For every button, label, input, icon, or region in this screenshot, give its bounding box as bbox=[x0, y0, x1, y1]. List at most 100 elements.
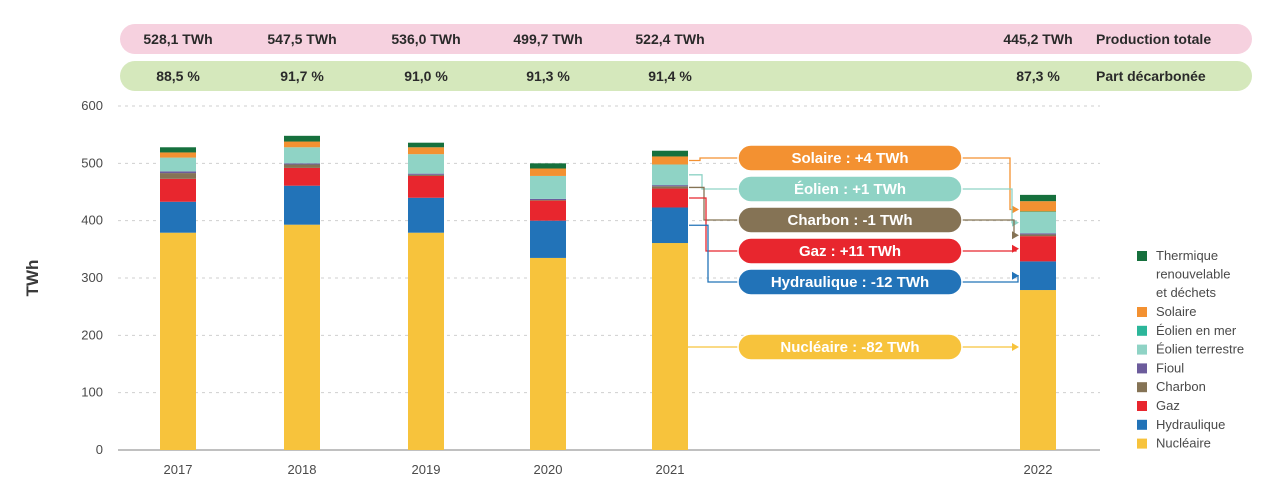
connector-line bbox=[689, 174, 738, 190]
bar-segment bbox=[530, 200, 566, 221]
y-tick-label: 400 bbox=[81, 213, 103, 228]
bar-segment bbox=[284, 167, 320, 186]
bar-segment bbox=[160, 201, 196, 233]
x-tick-label: 2020 bbox=[534, 462, 563, 477]
bar-segment bbox=[530, 175, 566, 199]
y-tick-label: 200 bbox=[81, 327, 103, 342]
bar-segment bbox=[160, 178, 196, 202]
bar-stack-2019 bbox=[408, 142, 444, 450]
y-axis-label: TWh bbox=[23, 260, 42, 297]
legend-swatch bbox=[1137, 438, 1147, 449]
annotation-pill bbox=[737, 144, 963, 172]
bar-segment bbox=[530, 200, 566, 201]
x-tick-label: 2017 bbox=[164, 462, 193, 477]
arrow-head bbox=[1012, 343, 1019, 351]
arrow-head bbox=[1012, 271, 1019, 280]
connector-line bbox=[962, 219, 1015, 236]
y-tick-label: 600 bbox=[81, 98, 103, 113]
bar-segment bbox=[408, 175, 444, 198]
arrow-head bbox=[1012, 205, 1019, 214]
bar-stack-2017 bbox=[160, 147, 196, 450]
legend-label: Thermique bbox=[1156, 248, 1218, 263]
bar-segment bbox=[652, 188, 688, 208]
annotation-pill bbox=[737, 175, 963, 203]
part-decarbonee-value: 88,5 % bbox=[156, 68, 200, 84]
bar-segment bbox=[160, 152, 196, 158]
x-tick-label: 2022 bbox=[1024, 462, 1053, 477]
bar-segment bbox=[1020, 236, 1056, 262]
bar-segment bbox=[408, 232, 444, 450]
y-tick-label: 500 bbox=[81, 155, 103, 170]
annotation-pill bbox=[737, 206, 963, 234]
production-totale-value: 499,7 TWh bbox=[513, 31, 582, 47]
annotation-pill bbox=[737, 268, 963, 296]
production-totale-value: 536,0 TWh bbox=[391, 31, 460, 47]
bar-segment bbox=[652, 156, 688, 165]
connector-line bbox=[689, 186, 738, 221]
bar-segment bbox=[1020, 233, 1056, 235]
legend-swatch bbox=[1137, 251, 1147, 261]
bar-segment bbox=[284, 135, 320, 142]
arrow-head bbox=[1012, 244, 1019, 253]
bar-segment bbox=[1020, 261, 1056, 291]
legend-label: Nucléaire bbox=[1156, 436, 1211, 451]
bar-segment bbox=[652, 207, 688, 244]
bar-segment bbox=[530, 257, 566, 450]
bar-segment bbox=[1020, 234, 1056, 237]
bar-segment bbox=[160, 171, 196, 174]
bar-segment bbox=[408, 142, 444, 148]
legend-label: et déchets bbox=[1156, 285, 1216, 300]
annotation-label: Charbon : -1 TWh bbox=[788, 212, 913, 229]
annotation-label: Éolien : +1 TWh bbox=[794, 181, 906, 198]
bar-segment bbox=[530, 168, 566, 176]
bar-stack-2021 bbox=[652, 150, 688, 450]
bar-segment bbox=[1020, 212, 1056, 234]
x-tick-label: 2021 bbox=[656, 462, 685, 477]
annotation-pill bbox=[737, 237, 963, 265]
legend-label: Hydraulique bbox=[1156, 417, 1225, 432]
bar-segment bbox=[408, 173, 444, 175]
connector-line bbox=[689, 224, 738, 283]
y-tick-label: 0 bbox=[96, 442, 103, 457]
part-decarbonee-band bbox=[120, 61, 1252, 91]
bar-segment bbox=[284, 164, 320, 168]
legend-label: renouvelable bbox=[1156, 267, 1230, 282]
legend-swatch bbox=[1137, 307, 1147, 317]
arrow-head bbox=[1012, 231, 1019, 240]
production-totale-band bbox=[120, 24, 1252, 54]
legend-swatch bbox=[1137, 325, 1147, 336]
annotation-label: Solaire : +4 TWh bbox=[791, 150, 908, 167]
bar-segment bbox=[160, 147, 196, 153]
legend-swatch bbox=[1137, 419, 1147, 430]
bar-stack-2018 bbox=[284, 135, 320, 450]
legend-label: Fioul bbox=[1156, 360, 1184, 375]
part-decarbonee-label: Part décarbonée bbox=[1096, 68, 1206, 84]
bar-segment bbox=[284, 141, 320, 148]
bar-segment bbox=[408, 154, 444, 174]
connector-line bbox=[962, 275, 1019, 283]
bar-segment bbox=[652, 185, 688, 187]
legend-label: Éolien terrestre bbox=[1156, 342, 1244, 357]
bar-segment bbox=[530, 220, 566, 258]
part-decarbonee-value: 91,4 % bbox=[648, 68, 692, 84]
bar-segment bbox=[408, 174, 444, 176]
production-totale-value: 522,4 TWh bbox=[635, 31, 704, 47]
part-decarbonee-value: 91,3 % bbox=[526, 68, 570, 84]
part-decarbonee-value: 91,0 % bbox=[404, 68, 448, 84]
bar-segment bbox=[1020, 194, 1056, 202]
x-tick-label: 2018 bbox=[288, 462, 317, 477]
annotation-label: Hydraulique : -12 TWh bbox=[771, 274, 929, 291]
y-tick-label: 300 bbox=[81, 270, 103, 285]
bar-segment bbox=[284, 163, 320, 165]
bar-segment bbox=[284, 224, 320, 450]
legend-label: Solaire bbox=[1156, 304, 1196, 319]
connector-line bbox=[962, 248, 1017, 252]
legend-label: Gaz bbox=[1156, 398, 1180, 413]
legend-swatch bbox=[1137, 401, 1147, 411]
bar-segment bbox=[160, 232, 196, 450]
bar-segment bbox=[160, 157, 196, 172]
legend-swatch bbox=[1137, 363, 1147, 374]
bar-stack-2020 bbox=[530, 163, 566, 450]
bar-segment bbox=[284, 185, 320, 225]
